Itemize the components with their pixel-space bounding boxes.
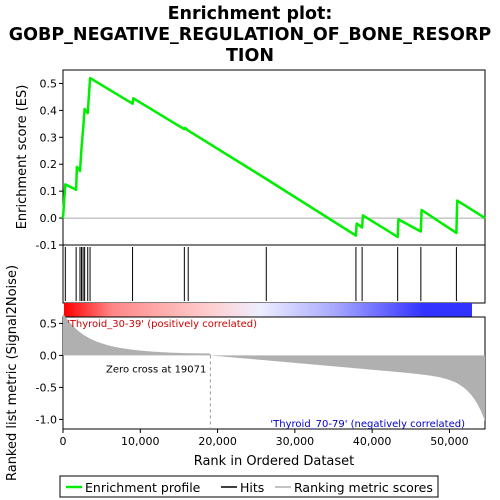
- ranking-heat-bar: [64, 303, 472, 317]
- metric-y-axis: -1.0 -0.5 0.0 0.5: [36, 317, 63, 426]
- hits-ticks: [64, 247, 457, 301]
- es-y-tick-label: -0.1: [36, 239, 57, 252]
- es-y-tick-label: 0.4: [40, 104, 58, 117]
- metric-y-tick-label: -0.5: [36, 381, 57, 394]
- legend-metric-label: Ranking metric scores: [294, 480, 433, 495]
- x-tick-label: 20,000: [198, 435, 237, 448]
- enrichment-profile-line: [61, 76, 486, 239]
- es-y-tick-label: 0.5: [40, 77, 58, 90]
- metric-y-tick-label: 0.5: [40, 317, 58, 330]
- chart-title-line-1: Enrichment plot:: [168, 4, 333, 24]
- metric-y-tick-label: -1.0: [36, 413, 57, 426]
- x-axis: 0 10,000 20,000 30,000 40,000 50,000: [60, 429, 469, 448]
- chart-title-line-3: TION: [226, 46, 274, 66]
- x-tick-label: 50,000: [430, 435, 469, 448]
- x-tick-label: 10,000: [121, 435, 160, 448]
- es-y-tick-label: 0.1: [40, 185, 58, 198]
- es-y-tick-label: 0.3: [40, 131, 58, 144]
- zero-cross-label: Zero cross at 19071: [106, 365, 206, 376]
- x-tick-label: 40,000: [353, 435, 392, 448]
- x-tick-label: 0: [60, 435, 67, 448]
- metric-y-axis-label: Ranked list metric (Signal2Noise): [5, 265, 20, 481]
- legend-box: [59, 475, 439, 498]
- hits-panel-frame: [62, 244, 486, 304]
- legend-hits-label: Hits: [240, 480, 264, 495]
- ranking-metric-area: [63, 313, 485, 422]
- chart-title-line-2: GOBP_NEGATIVE_REGULATION_OF_BONE_RESORP: [9, 25, 492, 45]
- es-y-tick-label: 0.2: [40, 158, 58, 171]
- metric-y-tick-label: 0.0: [40, 349, 58, 362]
- x-axis-label: Rank in Ordered Dataset: [194, 454, 355, 469]
- positive-correlation-label: 'Thyroid_30-39' (positively correlated): [67, 319, 257, 330]
- es-y-axis: -0.1 0.0 0.1 0.2 0.3 0.4 0.5: [36, 77, 63, 252]
- heat-bar-strip: [64, 303, 472, 317]
- legend-enrichment-label: Enrichment profile: [85, 480, 201, 495]
- es-y-tick-label: 0.0: [40, 212, 58, 225]
- negative-correlation-label: 'Thyroid_70-79' (negatively correlated): [270, 419, 465, 430]
- es-y-axis-label: Enrichment score (ES): [15, 85, 30, 230]
- x-tick-label: 30,000: [276, 435, 315, 448]
